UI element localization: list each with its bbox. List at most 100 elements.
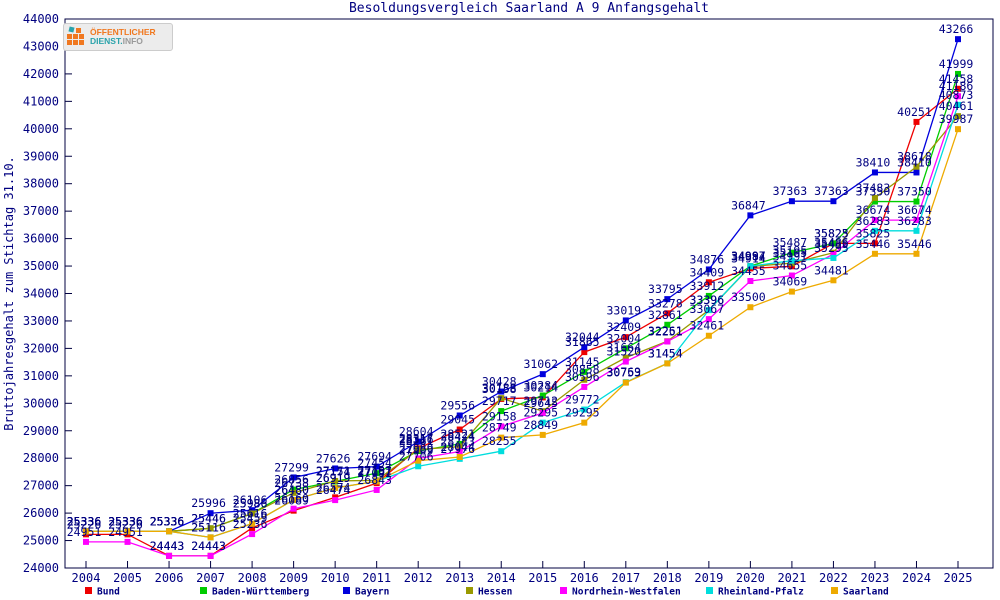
legend-swatch-saarland (831, 587, 838, 594)
x-tick-label: 2016 (570, 571, 599, 585)
series-line-rheinland-pfalz (86, 104, 959, 539)
series-line-bayern (86, 38, 959, 532)
logo-line1: ÖFFENTLICHER (90, 27, 156, 37)
data-label-nordrhein-westfalen: 30596 (565, 370, 600, 384)
data-label-baden-w-rttemberg: 35823 (814, 226, 849, 240)
data-point-hessen (871, 194, 878, 201)
data-point-bund (83, 531, 89, 538)
data-label-bund: 26089 (274, 494, 309, 508)
y-axis-title: Bruttojahresgehalt zum Stichtag 31.10. (2, 156, 16, 431)
data-label-bayern: 37363 (814, 184, 849, 198)
data-label-hessen: 30188 (482, 381, 517, 395)
data-label-bund: 30214 (523, 380, 558, 394)
chart-title: Besoldungsvergleich Saarland A 9 Anfangs… (348, 1, 710, 16)
data-point-nordrhein-westfalen (83, 538, 89, 545)
data-point-bayern (332, 465, 339, 472)
data-point-rheinland-pfalz (788, 257, 795, 264)
data-label-nordrhein-westfalen: 27989 (399, 442, 434, 456)
data-point-nordrhein-westfalen (124, 538, 131, 545)
data-point-nordrhein-westfalen (913, 217, 920, 224)
data-label-hessen: 26738 (274, 476, 309, 490)
data-point-bund (664, 310, 671, 317)
data-point-saarland (664, 360, 671, 367)
data-point-bund (124, 531, 131, 538)
data-point-baden-w-rttemberg (373, 470, 380, 477)
series-line-bund (86, 88, 959, 557)
data-label-bayern: 43266 (939, 22, 974, 36)
data-label-bund: 35825 (856, 226, 891, 240)
data-label-bayern: 37363 (773, 184, 808, 198)
x-tick-label: 2013 (445, 571, 474, 585)
data-point-baden-w-rttemberg (913, 198, 920, 205)
data-label-nordrhein-westfalen: 29158 (482, 409, 517, 423)
y-tick-label: 40000 (23, 122, 59, 136)
data-point-baden-w-rttemberg (581, 368, 588, 375)
data-label-saarland: 32461 (690, 319, 725, 333)
data-label-rheinland-pfalz: 35295 (814, 241, 849, 255)
data-label-baden-w-rttemberg: 28521 (440, 427, 475, 441)
data-point-baden-w-rttemberg (498, 408, 505, 415)
data-point-rheinland-pfalz (498, 448, 505, 455)
data-point-bund (788, 263, 795, 270)
x-tick-label: 2006 (155, 571, 184, 585)
y-tick-label: 43000 (23, 39, 59, 53)
data-point-bayern (622, 317, 629, 324)
data-label-nordrhein-westfalen: 29645 (523, 396, 558, 410)
data-label-nordrhein-westfalen: 31520 (606, 345, 641, 359)
legend-label-bund: Bund (97, 587, 120, 598)
data-label-saarland: 30753 (606, 366, 641, 380)
data-point-baden-w-rttemberg (539, 392, 546, 399)
data-label-bund: 40251 (897, 105, 932, 119)
data-label-rheinland-pfalz: 27157 (357, 464, 392, 478)
data-point-saarland (373, 478, 380, 485)
data-label-bund: 34991 (773, 249, 808, 263)
series-line-hessen (86, 115, 959, 532)
data-label-hessen: 29712 (523, 394, 558, 408)
data-point-bayern (581, 344, 588, 351)
data-label-bund: 24443 (191, 539, 226, 553)
data-label-bayern: 30428 (482, 375, 517, 389)
data-label-bund: 28357 (399, 431, 434, 445)
y-tick-label: 41000 (23, 94, 59, 108)
data-label-hessen: 25336 (108, 514, 143, 528)
y-tick-label: 32000 (23, 341, 59, 355)
data-label-baden-w-rttemberg: 41999 (939, 57, 974, 71)
data-point-saarland (622, 379, 629, 386)
data-label-bayern: 29556 (440, 398, 475, 412)
data-label-bund: 34409 (690, 265, 725, 279)
data-point-baden-w-rttemberg (830, 240, 837, 247)
data-point-saarland (747, 304, 754, 311)
data-point-bund (955, 85, 961, 92)
x-tick-label: 2015 (528, 571, 557, 585)
data-label-baden-w-rttemberg: 27454 (357, 456, 392, 470)
data-point-hessen (622, 354, 629, 361)
data-label-nordrhein-westfalen: 41186 (939, 79, 974, 93)
data-point-saarland (166, 528, 173, 535)
data-label-rheinland-pfalz: 25116 (191, 520, 226, 534)
data-label-hessen: 25336 (67, 514, 102, 528)
data-label-bayern: 25336 (67, 514, 102, 528)
data-point-rheinland-pfalz (871, 227, 878, 234)
x-tick-label: 2019 (694, 571, 723, 585)
data-point-nordrhein-westfalen (290, 505, 297, 512)
data-label-saarland: 29295 (565, 406, 600, 420)
y-tick-label: 37000 (23, 204, 59, 218)
data-point-bayern (415, 438, 422, 445)
data-label-hessen: 28316 (399, 433, 434, 447)
data-point-hessen (498, 395, 505, 402)
data-point-bund (249, 524, 256, 531)
data-label-bund: 24443 (150, 539, 185, 553)
data-point-bayern (456, 412, 463, 419)
legend-swatch-rheinland-pfalz (706, 587, 713, 594)
data-label-bund: 29045 (440, 413, 475, 427)
y-tick-label: 34000 (23, 287, 59, 301)
data-point-baden-w-rttemberg (664, 321, 671, 328)
data-point-saarland (207, 534, 214, 541)
y-tick-label: 28000 (23, 451, 59, 465)
data-label-bund: 25226 (67, 517, 102, 531)
data-point-nordrhein-westfalen (581, 383, 588, 390)
data-point-rheinland-pfalz (539, 419, 546, 426)
legend-swatch-hessen (466, 587, 473, 594)
logo-word-info: INFO (122, 36, 143, 46)
